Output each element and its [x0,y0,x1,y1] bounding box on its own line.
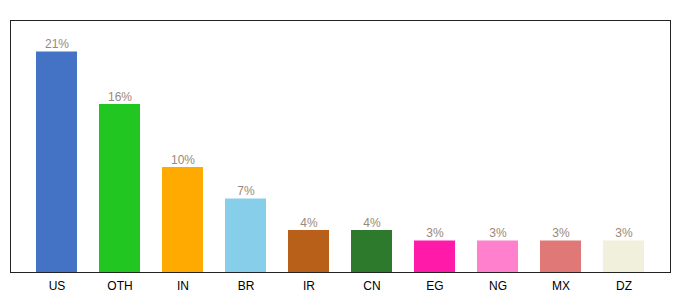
svg-text:OTH: OTH [107,279,132,293]
svg-text:DZ: DZ [616,279,632,293]
svg-text:7%: 7% [237,184,255,198]
svg-text:16%: 16% [108,90,132,104]
svg-text:3%: 3% [615,226,633,240]
svg-text:IR: IR [303,279,315,293]
svg-text:3%: 3% [489,226,507,240]
svg-text:NG: NG [489,279,507,293]
svg-text:US: US [49,279,66,293]
svg-text:4%: 4% [300,216,318,230]
svg-text:10%: 10% [171,153,195,167]
svg-text:EG: EG [426,279,443,293]
svg-text:CN: CN [363,279,380,293]
svg-text:3%: 3% [552,226,570,240]
svg-text:BR: BR [238,279,255,293]
svg-text:3%: 3% [426,226,444,240]
svg-text:IN: IN [177,279,189,293]
svg-text:21%: 21% [45,37,69,51]
svg-text:MX: MX [552,279,570,293]
svg-text:4%: 4% [363,216,381,230]
